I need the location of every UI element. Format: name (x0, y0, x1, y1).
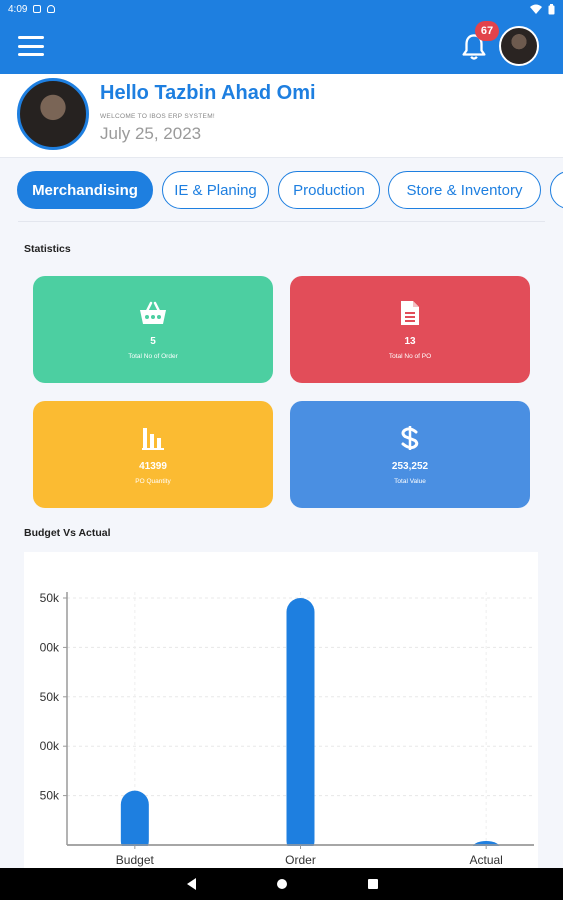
profile-avatar (17, 78, 89, 150)
y-tick-label: 00k (40, 739, 60, 753)
card-label: Total Value (394, 478, 426, 485)
notification-badge: 67 (475, 21, 499, 41)
bar-chart-icon (142, 428, 164, 450)
tabs-divider (18, 221, 545, 222)
po-quantity-card[interactable]: 41399 PO Quantity (33, 401, 273, 508)
y-tick-label: 50k (40, 690, 60, 704)
avatar[interactable] (499, 26, 539, 66)
dollar-icon (401, 426, 419, 450)
card-label: PO Quantity (135, 478, 171, 485)
axis-mask (67, 846, 534, 866)
x-tick-label: Actual (469, 853, 502, 867)
card-label: Total No of PO (388, 353, 432, 360)
tab-merchandising[interactable]: Merchandising (17, 171, 153, 209)
current-date: July 25, 2023 (100, 124, 202, 143)
back-icon[interactable] (184, 876, 198, 892)
tab-ie-planing[interactable]: IE & Planing (162, 171, 269, 209)
card-value: 41399 (139, 461, 167, 472)
recents-icon[interactable] (366, 876, 380, 892)
tab-store-inventory[interactable]: Store & Inventory (388, 171, 541, 209)
budget-actual-chart: 50k 00k 50k 00k 50k Budget Order Actual (24, 552, 538, 868)
tab-production[interactable]: Production (278, 171, 380, 209)
bar-order (286, 598, 315, 855)
total-po-card[interactable]: 13 Total No of PO (290, 276, 530, 383)
status-time: 4:09 (8, 3, 28, 15)
app-bar: 67 (0, 18, 563, 74)
battery-icon (548, 3, 555, 14)
chart-title: Budget Vs Actual (24, 527, 111, 539)
chart-svg: 50k 00k 50k 00k 50k Budget Order Actual (40, 591, 534, 867)
total-orders-card[interactable]: 5 Total No of Order (33, 276, 273, 383)
tab-more[interactable] (550, 171, 563, 209)
document-icon (401, 301, 419, 325)
welcome-text: WELCOME TO IBOS ERP SYSTEM! (100, 113, 216, 120)
y-tick-label: 50k (40, 789, 60, 803)
greeting: Hello Tazbin Ahad Omi (100, 82, 316, 104)
system-nav-bar (0, 868, 563, 900)
card-value: 13 (404, 336, 416, 347)
module-tabs: Merchandising IE & Planing Production St… (0, 158, 563, 222)
status-bar: 4:09 (0, 0, 563, 18)
y-tick-label: 00k (40, 640, 60, 654)
statistics-title: Statistics (24, 243, 71, 255)
bar-budget (120, 790, 149, 855)
home-icon[interactable] (275, 876, 289, 892)
profile-header: Hello Tazbin Ahad Omi WELCOME TO IBOS ER… (0, 74, 563, 158)
card-value: 5 (150, 336, 156, 347)
hamburger-menu-icon[interactable] (18, 36, 44, 56)
x-tick-label: Order (285, 853, 316, 867)
basket-icon (140, 301, 166, 324)
card-label: Total No of Order (128, 353, 178, 360)
y-tick-label: 50k (40, 591, 60, 605)
card-value: 253,252 (391, 461, 429, 472)
x-tick-label: Budget (116, 853, 155, 867)
wifi-icon (530, 4, 542, 14)
sim-icon (33, 5, 42, 13)
total-value-card[interactable]: 253,252 Total Value (290, 401, 530, 508)
storage-icon (47, 5, 56, 13)
